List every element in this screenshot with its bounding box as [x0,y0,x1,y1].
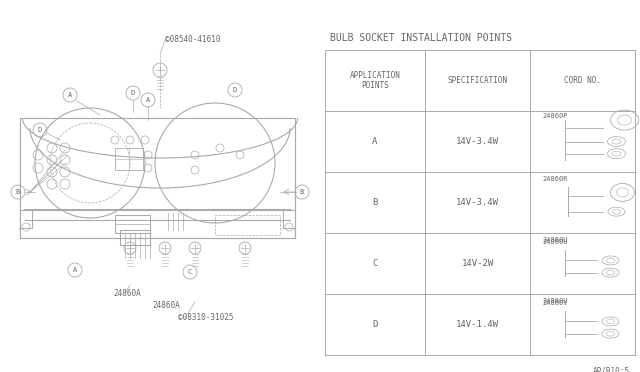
Text: D: D [233,87,237,93]
Text: A: A [372,137,378,146]
Text: APPLICATION
POINTS: APPLICATION POINTS [349,71,401,90]
Text: 14V-3.4W: 14V-3.4W [456,198,499,207]
Text: D: D [131,90,135,96]
Bar [20,210,32,228]
Text: A: A [68,92,72,98]
Text: 14V-1.4W: 14V-1.4W [456,320,499,329]
Bar [115,215,150,233]
Text: 24860V: 24860V [543,300,568,306]
Text: B: B [372,198,378,207]
Text: A: A [146,97,150,103]
Text: B: B [300,189,304,195]
Text: 24860U: 24860U [543,239,568,245]
Text: 24860V: 24860V [543,298,568,304]
Text: 24860A: 24860A [152,301,180,310]
Text: ©08540-41610: ©08540-41610 [165,35,221,45]
Text: 24860P: 24860P [543,113,568,119]
Text: B: B [16,189,20,195]
Bar [283,210,295,228]
Text: D: D [38,127,42,133]
Text: BULB SOCKET INSTALLATION POINTS: BULB SOCKET INSTALLATION POINTS [330,33,512,43]
Text: 14V-2W: 14V-2W [461,259,493,268]
Bar [20,118,295,238]
Text: 24860U: 24860U [543,237,568,243]
Text: C: C [372,259,378,268]
Text: CORD NO.: CORD NO. [564,76,601,85]
Text: ©08310-31025: ©08310-31025 [178,314,234,323]
Text: 14V-3.4W: 14V-3.4W [456,137,499,146]
Text: AP/B10:5: AP/B10:5 [593,367,630,372]
Text: 24860A: 24860A [113,289,141,298]
Text: SPECIFICATION: SPECIFICATION [447,76,508,85]
Bar [115,148,143,170]
Text: A: A [73,267,77,273]
Text: D: D [372,320,378,329]
Bar [120,230,150,245]
Bar [215,215,280,235]
Text: C: C [188,269,192,275]
Text: 24860R: 24860R [543,176,568,182]
